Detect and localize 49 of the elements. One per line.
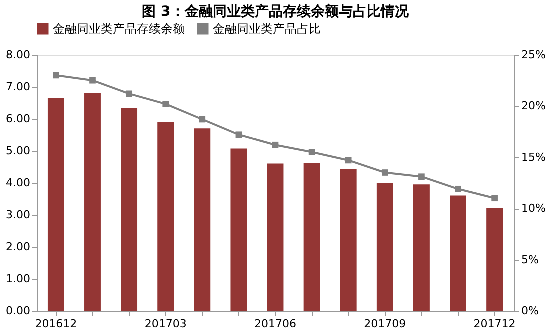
bar [340,170,357,311]
y-tick-label: 3.00 [6,208,30,222]
x-tick-label: 201709 [364,318,406,330]
bar [121,108,138,311]
bar [158,122,174,311]
y2-tick-label: 0% [522,304,539,318]
y-tick-label: 2.00 [6,240,30,254]
point [162,100,170,108]
bar [230,148,248,311]
bar [413,184,430,311]
bar [48,98,64,311]
y2-tick-label: 25% [522,48,546,62]
y-tick-label: 1.00 [6,272,30,286]
y2-tick-label: 15% [522,150,546,164]
point [418,174,425,180]
legend-label: 金融同业类产品占比 [213,22,321,36]
point [272,142,279,148]
x-tick-label: 201706 [254,318,296,330]
bar [486,208,504,311]
bar [304,163,320,311]
y-tick-label: 4.00 [6,176,30,190]
y2-tick-label: 20% [522,100,546,113]
point [382,170,388,176]
legend-label: 金融同业类产品存续余额 [53,22,185,36]
point [53,72,60,79]
point [199,116,206,123]
point [345,157,352,164]
bar [84,93,101,311]
bar [267,164,284,311]
chart-title: 图 3：金融同业类产品存续余额与占比情况 [142,3,410,20]
point [308,149,316,156]
point [90,77,96,84]
point [492,195,498,202]
y2-tick-label: 10% [522,202,546,216]
bar [194,128,211,311]
point [126,90,132,98]
y-tick-label: 0.00 [6,304,30,318]
y-tick-label: 8.00 [6,48,30,62]
point [236,132,242,138]
point [455,186,462,192]
y-tick-label: 6.00 [6,112,30,126]
x-tick-label: 201712 [474,318,516,330]
x-tick-label: 201703 [144,318,187,330]
y2-tick-label: 5% [522,253,539,266]
y-tick-label: 7.00 [6,80,30,94]
y-tick-label: 5.00 [6,144,30,158]
x-tick-label: 201612 [35,318,78,330]
bar [450,196,466,311]
bar [376,183,394,311]
